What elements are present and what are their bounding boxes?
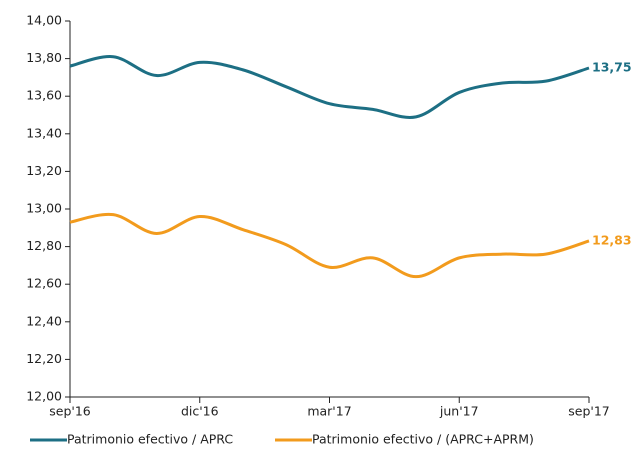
y-tick-label: 12,40 [26, 313, 62, 328]
x-tick-label: mar'17 [307, 404, 351, 419]
y-tick-label: 12,20 [26, 351, 62, 366]
y-tick-label: 13,20 [26, 163, 62, 178]
series-line [69, 55, 590, 119]
value-label: 13,75 [592, 60, 632, 75]
series-line [69, 212, 590, 279]
y-tick-label: 12,00 [26, 389, 62, 404]
y-tick-label: 12,80 [26, 238, 62, 253]
x-tick-label: jun'17 [439, 404, 479, 419]
y-tick-label: 13,80 [26, 50, 62, 65]
legend-label: Patrimonio efectivo / (APRC+APRM) [312, 432, 534, 447]
y-tick-label: 13,40 [26, 125, 62, 140]
y-tick-label: 13,00 [26, 201, 62, 216]
value-label: 12,83 [592, 232, 632, 247]
legend-label: Patrimonio efectivo / APRC [67, 432, 233, 447]
y-tick-label: 13,60 [26, 88, 62, 103]
y-tick-label: 14,00 [26, 13, 62, 28]
x-tick-label: sep'17 [568, 404, 609, 419]
y-tick-label: 12,60 [26, 276, 62, 291]
x-tick-label: sep'16 [49, 404, 91, 419]
x-tick-label: dic'16 [181, 404, 219, 419]
